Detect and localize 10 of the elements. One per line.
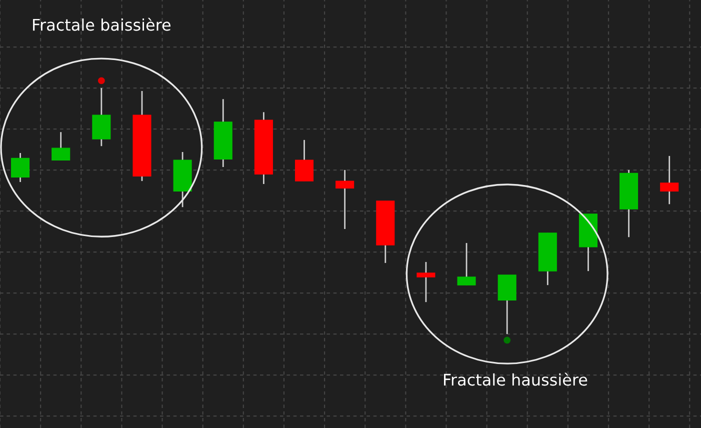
candlestick xyxy=(416,261,436,303)
candlestick xyxy=(11,152,30,183)
candlestick xyxy=(92,87,111,147)
text: Fractale baissière xyxy=(33,18,170,31)
candlestick xyxy=(336,169,354,230)
text: Fractale haussière xyxy=(444,372,588,386)
candlestick xyxy=(457,242,476,286)
candlestick xyxy=(660,155,679,205)
candlestick xyxy=(52,131,70,161)
candlestick xyxy=(294,139,314,182)
